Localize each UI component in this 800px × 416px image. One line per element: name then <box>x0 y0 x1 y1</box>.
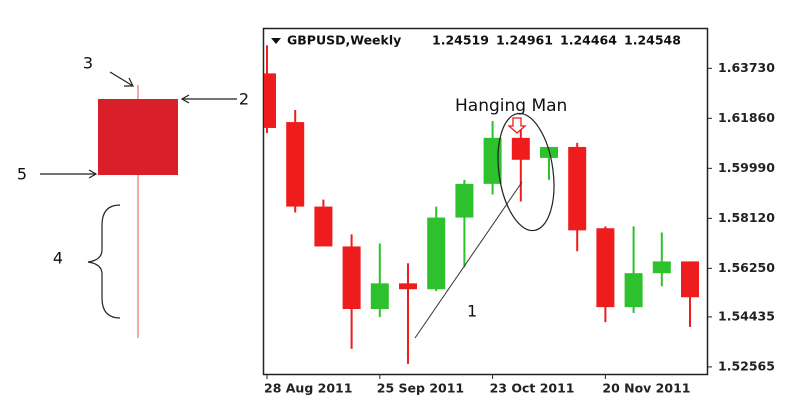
diagram-label: 3 <box>83 54 93 73</box>
x-tick-label: 28 Aug 2011 <box>264 381 352 396</box>
annotation: 1 <box>467 302 477 321</box>
y-tick-label: 1.52565 <box>718 358 775 373</box>
candle-body <box>511 137 530 160</box>
y-tick-label: 1.61860 <box>718 110 775 125</box>
candle-body <box>286 122 305 207</box>
diagram-label: 5 <box>17 165 27 184</box>
candle-body <box>427 217 446 290</box>
y-tick-label: 1.58120 <box>718 210 775 225</box>
annotation: Hanging Man <box>455 96 567 116</box>
header-triangle <box>271 38 281 44</box>
candle-body <box>483 137 502 184</box>
diagram-label: 2 <box>239 90 249 109</box>
candle-body <box>596 228 615 308</box>
plot-frame <box>262 27 709 376</box>
candle-body <box>624 273 643 308</box>
candle-body <box>399 283 417 290</box>
header-value: 1.24961 <box>496 33 553 48</box>
candle-body <box>652 261 671 274</box>
symbol: GBPUSD,Weekly <box>287 33 401 48</box>
y-tick-label: 1.59990 <box>718 160 775 175</box>
candle-body <box>342 246 361 310</box>
x-tick-label: 23 Oct 2011 <box>490 381 575 396</box>
candle-body <box>455 183 474 218</box>
y-tick-label: 1.56250 <box>718 260 775 275</box>
x-tick-label: 25 Sep 2011 <box>377 381 464 396</box>
header-value: 1.24548 <box>624 33 681 48</box>
diagram-body <box>98 99 178 175</box>
header-value: 1.24464 <box>560 33 617 48</box>
y-tick-label: 1.63730 <box>718 60 775 75</box>
pointer-line <box>414 181 523 339</box>
highlight-ellipse <box>497 112 555 232</box>
diagram-arrows <box>40 71 237 319</box>
y-tick-label: 1.54435 <box>718 308 775 323</box>
candle-body <box>681 261 699 298</box>
header-value: 1.24519 <box>432 33 489 48</box>
candle-body <box>314 206 333 247</box>
x-tick-label: 20 Nov 2011 <box>602 381 690 396</box>
candle-body <box>264 73 276 128</box>
candle-body <box>568 146 587 231</box>
candles <box>264 45 699 364</box>
candle-body <box>370 283 389 310</box>
diagram-label: 4 <box>53 249 63 268</box>
hollow-arrow <box>507 117 527 134</box>
